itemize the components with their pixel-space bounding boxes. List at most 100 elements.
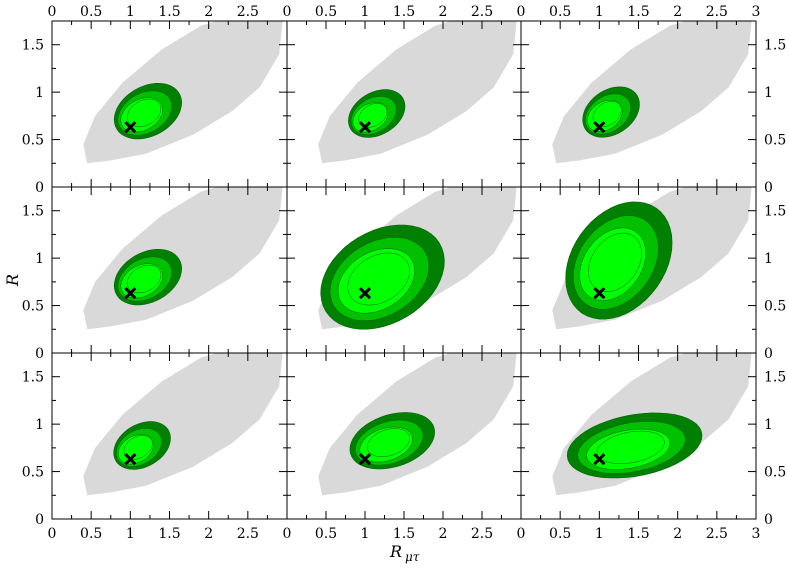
contour-inner [586,428,671,470]
marker-stroke-b [358,287,372,300]
x-tick-label: 2 [439,4,448,20]
y-tick-label-right: 0.5 [764,133,786,149]
x-tick-label: 2.5 [706,4,728,20]
x-tick-label: 3 [752,4,761,20]
x-tick-label: 0 [283,526,292,542]
x-tick-label: 0 [517,526,526,542]
y-tick-label-left: 0.5 [22,465,44,481]
contour-line [588,232,642,292]
x-axis-title: R [389,542,402,561]
x-tick-label: 0.5 [80,526,102,542]
x-tick-label: 0.5 [549,526,571,542]
x-tick-label: 1.5 [627,4,649,20]
panel-r3c2 [286,352,522,520]
y-tick-label-right: 0.5 [764,299,786,315]
y-tick-label-right: 1.5 [764,38,786,54]
contour-inner [120,263,163,299]
x-tick-label: 2.5 [706,526,728,542]
y-tick-label-right: 0 [764,180,773,196]
x-tick-label: 0.5 [549,4,571,20]
best-fit-marker [593,453,606,466]
y-tick-label-left: 1.5 [22,38,44,54]
y-axis-title: R [3,274,22,287]
y-tick-label-right: 1.5 [764,370,786,386]
panel-content [552,353,752,496]
x-tick-label: 2.5 [237,4,259,20]
x-tick-label: 0 [48,4,57,20]
panel-r2c1 [51,186,288,354]
marker-stroke-b [124,287,137,300]
panel-content [318,187,517,330]
x-tick-label: 1.5 [393,4,415,20]
x-tick-label: 1.5 [393,526,415,542]
y-tick-label-right: 0 [764,512,773,528]
contour-inner [579,227,646,301]
marker-stroke-b [593,121,606,134]
contour-line [358,103,388,128]
allowed-region [318,21,517,164]
panel-grid [51,20,757,520]
x-tick-label: 2 [204,526,213,542]
axes-layer: 0 0.5 1 1.5 2 2.5 0 0.5 1 1.5 2 2.5 0 0.5 1 1.5 2 2.5 30 0.… [22,4,787,542]
marker-stroke-b [358,453,372,466]
best-fit-marker [358,287,372,300]
contour-line [347,252,410,306]
y-tick-label-right: 1.5 [764,204,786,220]
x-tick-label: 1.5 [627,526,649,542]
x-tick-label: 2 [673,526,682,542]
contour-line [123,435,153,460]
panel-r1c2 [286,20,522,188]
panel-content [552,187,752,330]
y-tick-label-right: 1 [764,417,773,433]
y-tick-label-left: 0 [35,512,44,528]
y-tick-label-left: 1.5 [22,370,44,386]
panel-content [318,21,517,164]
x-tick-label: 0 [48,526,57,542]
panel-r1c1 [51,20,288,188]
best-fit-marker [124,287,137,300]
y-tick-label-left: 1 [35,85,44,101]
x-tick-label: 0.5 [315,4,337,20]
marker-stroke-b [593,453,606,466]
x-tick-label: 2.5 [471,526,493,542]
panel-r3c1 [51,352,288,520]
x-tick-label: 2.5 [237,526,259,542]
contour-inner [359,426,413,463]
x-tick-label: 0.5 [80,4,102,20]
contour-line [592,101,622,127]
best-fit-marker [358,121,372,134]
x-tick-label: 1.5 [158,4,180,20]
allowed-region [552,21,752,164]
contour-line [366,428,410,457]
y-tick-label-left: 1 [35,417,44,433]
y-tick-label-left: 1.5 [22,204,44,220]
contour-line [126,98,162,128]
best-fit-marker [593,121,606,134]
x-tick-label: 1.5 [158,526,180,542]
x-tick-label: 2 [673,4,682,20]
contour-line [126,264,162,294]
panel-content [83,187,283,330]
y-tick-label-right: 1 [764,85,773,101]
panel-content [552,21,752,164]
x-tick-label: 0 [517,4,526,20]
x-tick-label: 1 [595,526,604,542]
x-tick-label: 0.5 [315,526,337,542]
marker-stroke-b [124,453,137,466]
x-tick-label: 3 [752,526,761,542]
allowed-region [83,187,283,330]
y-tick-label-right: 1 [764,251,773,267]
y-tick-label-right: 0 [764,346,773,362]
allowed-region [83,21,283,164]
contour-inner [120,97,163,133]
panel-content [83,353,283,496]
allowed-region [83,353,283,496]
panel-content [83,21,283,164]
marker-stroke-b [358,121,372,134]
marker-stroke-b [593,287,606,300]
x-tick-label: 2 [439,526,448,542]
best-fit-marker [358,453,372,466]
x-tick-label: 0 [283,4,292,20]
y-tick-label-left: 0 [35,346,44,362]
